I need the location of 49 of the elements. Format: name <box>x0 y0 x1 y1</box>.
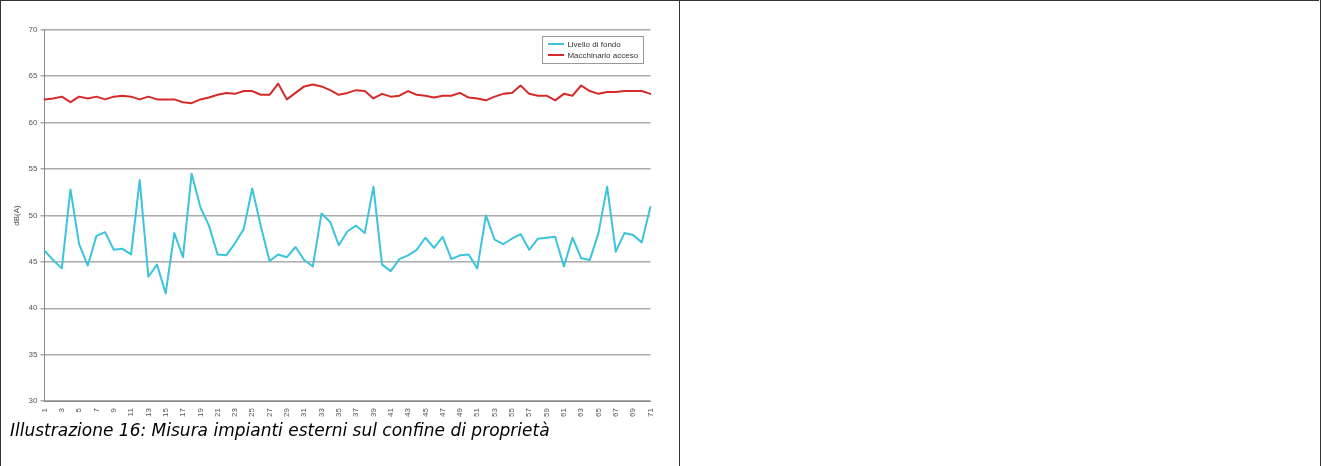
x-tick-label: 63 <box>576 407 586 418</box>
y-tick-label: 65 <box>28 71 39 81</box>
x-tick-label: 9 <box>108 407 118 413</box>
x-tick-label: 13 <box>143 407 153 418</box>
x-tick-label: 49 <box>455 407 465 418</box>
x-tick-label: 39 <box>368 407 378 418</box>
x-tick-label: 67 <box>610 407 620 418</box>
x-tick-label: 33 <box>316 407 326 418</box>
x-tick-label: 3 <box>57 407 67 413</box>
legend-label: Macchinario acceso <box>567 50 639 60</box>
x-tick-label: 47 <box>437 407 447 418</box>
x-tick-label: 31 <box>299 407 309 418</box>
x-tick-label: 61 <box>559 407 569 418</box>
y-tick-label: 50 <box>28 210 39 220</box>
x-tick-label: 25 <box>247 407 257 418</box>
x-tick-label: 55 <box>507 407 517 418</box>
y-tick-label: 70 <box>28 25 39 34</box>
x-tick-label: 27 <box>264 407 274 418</box>
x-tick-label: 5 <box>74 407 84 413</box>
x-tick-label: 59 <box>541 407 551 418</box>
y-tick-label: 40 <box>28 303 39 313</box>
text: Illustrazione 16: Misura impianti esterni sul confine di proprietà <box>10 420 550 440</box>
y-tick-label: 35 <box>28 349 39 359</box>
x-tick-label: 37 <box>351 407 361 418</box>
x-tick-label: 19 <box>195 407 205 418</box>
y-tick-label: 30 <box>28 396 39 406</box>
x-tick-label: 23 <box>230 407 240 418</box>
y-tick-label: 55 <box>28 164 39 174</box>
x-tick-label: 1 <box>39 407 49 413</box>
x-tick-label: 71 <box>645 407 655 418</box>
x-tick-label: 69 <box>628 407 638 418</box>
x-tick-label: 51 <box>472 407 482 418</box>
y-tick-label: 60 <box>28 117 39 127</box>
x-tick-label: 45 <box>420 407 430 418</box>
x-tick-label: 17 <box>178 407 188 418</box>
x-tick-label: 53 <box>489 407 499 418</box>
y-axis-title: dB(A) <box>12 204 21 226</box>
x-tick-label: 21 <box>212 407 222 418</box>
x-tick-label: 65 <box>593 407 603 418</box>
x-tick-label: 35 <box>334 407 343 418</box>
y-tick-label: 45 <box>28 257 39 267</box>
x-tick-label: 7 <box>91 407 101 413</box>
x-tick-label: 43 <box>403 407 413 418</box>
legend-label: Livello di fondo <box>567 39 621 49</box>
x-tick-label: 29 <box>282 407 292 418</box>
x-tick-label: 41 <box>385 407 395 418</box>
x-tick-label: 57 <box>524 407 534 418</box>
x-tick-label: 11 <box>126 407 136 417</box>
x-tick-label: 15 <box>160 407 170 418</box>
